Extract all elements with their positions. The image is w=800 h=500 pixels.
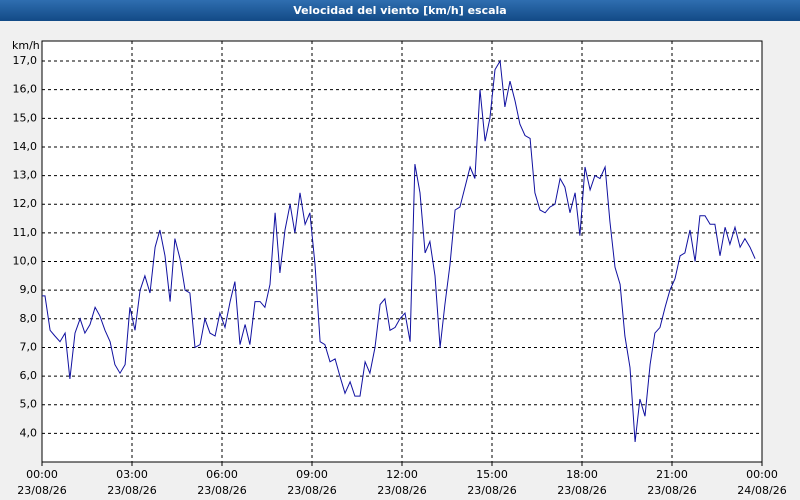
x-tick-label: 21:00 (656, 468, 688, 481)
y-tick-label: 8,0 (20, 312, 38, 325)
x-tick-date: 23/08/26 (377, 484, 426, 497)
x-tick-date: 23/08/26 (197, 484, 246, 497)
x-tick-date: 23/08/26 (647, 484, 696, 497)
x-tick-label: 00:00 (746, 468, 778, 481)
y-tick-label: 4,0 (20, 426, 38, 439)
plot-border (41, 40, 763, 463)
y-tick-label: 6,0 (20, 369, 38, 382)
x-tick-label: 12:00 (386, 468, 418, 481)
title-bar (0, 0, 800, 21)
y-tick-label: 7,0 (20, 340, 38, 353)
y-tick-label: 12,0 (13, 197, 38, 210)
y-tick-label: 10,0 (13, 255, 38, 268)
x-tick-date: 23/08/26 (287, 484, 336, 497)
y-tick-label: 11,0 (13, 226, 38, 239)
x-tick-label: 18:00 (566, 468, 598, 481)
y-axis-unit: km/h (12, 39, 40, 52)
x-tick-label: 06:00 (206, 468, 238, 481)
x-tick-label: 00:00 (26, 468, 58, 481)
y-tick-label: 9,0 (20, 283, 38, 296)
x-tick-label: 09:00 (296, 468, 328, 481)
y-tick-label: 13,0 (13, 169, 38, 182)
y-tick-label: 17,0 (13, 54, 38, 67)
y-tick-label: 16,0 (13, 83, 38, 96)
x-tick-date: 23/08/26 (467, 484, 516, 497)
chart-title: Velocidad del viento [km/h] escala (293, 4, 506, 17)
x-tick-label: 03:00 (116, 468, 148, 481)
y-tick-label: 5,0 (20, 398, 38, 411)
x-tick-label: 15:00 (476, 468, 508, 481)
wind-speed-line (42, 59, 756, 443)
y-tick-label: 14,0 (13, 140, 38, 153)
y-tick-label: 15,0 (13, 111, 38, 124)
x-tick-date: 23/08/26 (557, 484, 606, 497)
x-tick-date: 23/08/26 (107, 484, 156, 497)
x-tick-date: 23/08/26 (17, 484, 66, 497)
x-tick-date: 24/08/26 (737, 484, 786, 497)
